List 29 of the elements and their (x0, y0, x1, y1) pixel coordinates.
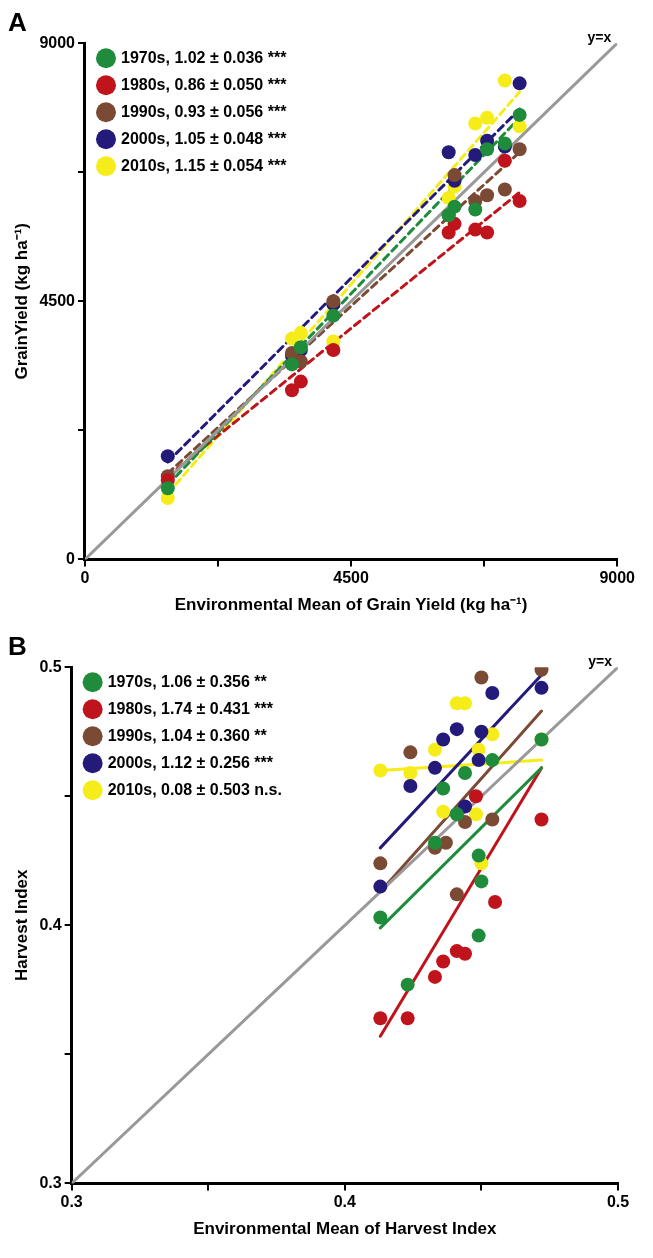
y-axis-title: GrainYield (kg ha⁻¹) (11, 223, 31, 380)
x-tick-label: 4500 (333, 569, 369, 587)
legend-label: 2000s, 1.12 ± 0.256 *** (107, 753, 274, 771)
x-axis-title: Environmental Mean of Grain Yield (kg ha⁻¹) (174, 595, 528, 615)
legend-label: 1970s, 1.06 ± 0.356 ** (107, 672, 268, 690)
x-tick-label: 9000 (599, 569, 636, 587)
x-tick-label: 0.5 (606, 1193, 630, 1211)
legend-label: 1980s, 0.86 ± 0.050 *** (120, 75, 288, 93)
y-tick-label: 0.5 (39, 657, 62, 675)
y-tick-label: 4500 (39, 291, 76, 309)
y-tick-label: 0.3 (39, 1173, 62, 1191)
annotation: y=x (587, 29, 612, 46)
x-tick-label: 0 (80, 569, 90, 587)
x-tick-label: 0.4 (333, 1193, 357, 1211)
y-tick-label: 0 (66, 549, 76, 567)
chart-title: B (8, 630, 27, 661)
chart-title: A (8, 6, 27, 37)
legend-label: 1980s, 1.74 ± 0.431 *** (107, 699, 274, 717)
annotation: y=x (588, 653, 613, 670)
legend-label: 2010s, 0.08 ± 0.503 n.s. (107, 780, 282, 798)
legend-label: 2010s, 1.15 ± 0.054 *** (120, 156, 288, 174)
y-tick-label: 0.4 (39, 915, 62, 933)
y-tick-label: 9000 (39, 33, 76, 51)
legend-label: 1990s, 0.93 ± 0.056 *** (120, 102, 288, 120)
y-axis-title: Harvest Index (11, 869, 31, 982)
legend-label: 2000s, 1.05 ± 0.048 *** (120, 129, 288, 147)
legend-label: 1970s, 1.02 ± 0.036 *** (120, 48, 288, 66)
x-axis-title: Environmental Mean of Harvest Index (193, 1219, 497, 1239)
legend-label: 1990s, 1.04 ± 0.360 ** (107, 726, 268, 744)
